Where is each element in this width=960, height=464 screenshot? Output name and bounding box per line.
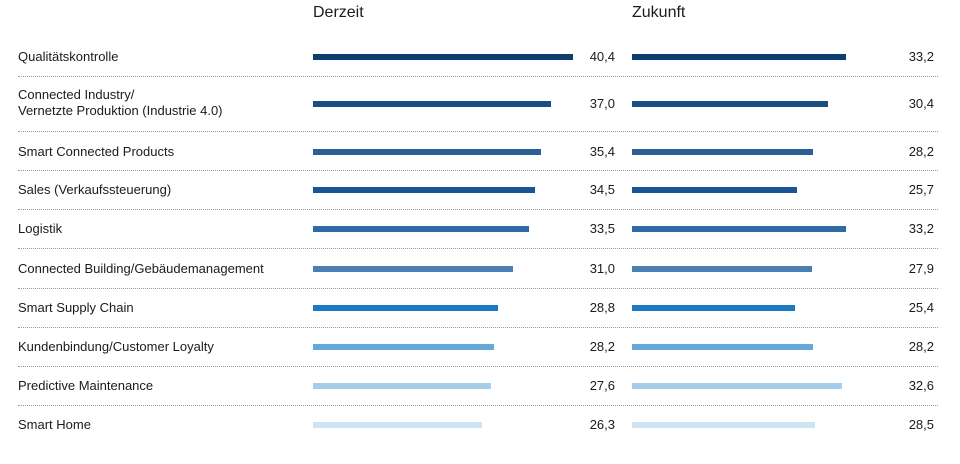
value-label-derzeit: 31,0	[589, 261, 615, 276]
column-header-derzeit: Derzeit	[313, 4, 364, 21]
bar-derzeit	[313, 422, 482, 428]
bar-derzeit	[313, 383, 491, 389]
value-label-derzeit: 28,8	[589, 300, 615, 315]
bar-derzeit	[313, 101, 551, 107]
bar-derzeit	[313, 226, 529, 232]
value-label-zukunft: 32,6	[908, 378, 934, 393]
value-label-zukunft: 27,9	[908, 261, 934, 276]
bar-zukunft	[632, 226, 846, 232]
bar-derzeit	[313, 149, 541, 155]
bar-zukunft	[632, 149, 813, 155]
category-label: Smart Supply Chain	[18, 300, 134, 315]
value-label-derzeit: 35,4	[589, 144, 615, 159]
row-separator	[18, 131, 938, 132]
value-label-zukunft: 33,2	[908, 221, 934, 236]
category-label: Connected Industry/ Vernetzte Produktion…	[18, 87, 223, 118]
row-separator	[18, 76, 938, 77]
bar-zukunft	[632, 54, 846, 60]
value-label-derzeit: 26,3	[589, 417, 615, 432]
value-label-derzeit: 37,0	[589, 96, 615, 111]
value-label-zukunft: 30,4	[908, 96, 934, 111]
value-label-zukunft: 28,5	[908, 417, 934, 432]
category-label: Sales (Verkaufssteuerung)	[18, 182, 172, 197]
value-label-derzeit: 33,5	[589, 221, 615, 236]
bar-derzeit	[313, 305, 498, 311]
row-separator	[18, 366, 938, 367]
row-separator	[18, 405, 938, 406]
row-separator	[18, 288, 938, 289]
category-label: Predictive Maintenance	[18, 378, 154, 393]
bar-zukunft	[632, 383, 842, 389]
bar-zukunft	[632, 422, 815, 428]
category-label: Logistik	[18, 221, 63, 236]
category-label: Smart Connected Products	[18, 144, 175, 159]
bar-derzeit	[313, 266, 513, 272]
value-label-derzeit: 34,5	[589, 182, 615, 197]
bar-derzeit	[313, 187, 535, 193]
value-label-zukunft: 25,7	[908, 182, 934, 197]
category-label: Kundenbindung/Customer Loyalty	[18, 339, 214, 354]
bar-zukunft	[632, 344, 813, 350]
value-label-zukunft: 28,2	[908, 144, 934, 159]
bar-zukunft	[632, 101, 828, 107]
row-separator	[18, 209, 938, 210]
value-label-zukunft: 33,2	[908, 49, 934, 64]
bar-zukunft	[632, 266, 812, 272]
value-label-derzeit: 28,2	[589, 339, 615, 354]
bar-zukunft	[632, 305, 795, 311]
row-separator	[18, 327, 938, 328]
row-separator	[18, 248, 938, 249]
bar-derzeit	[313, 344, 494, 350]
row-separator	[18, 170, 938, 171]
category-label: Connected Building/Gebäudemanagement	[18, 261, 264, 276]
value-label-zukunft: 28,2	[908, 339, 934, 354]
value-label-derzeit: 27,6	[589, 378, 615, 393]
value-label-derzeit: 40,4	[589, 49, 615, 64]
column-header-zukunft: Zukunft	[632, 4, 686, 21]
bar-zukunft	[632, 187, 797, 193]
bar-derzeit	[313, 54, 573, 60]
category-label: Smart Home	[18, 417, 91, 432]
value-label-zukunft: 25,4	[908, 300, 934, 315]
category-label: Qualitätskontrolle	[18, 49, 119, 64]
